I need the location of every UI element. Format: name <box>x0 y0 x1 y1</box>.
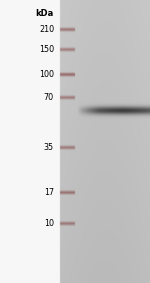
Text: 210: 210 <box>39 25 54 34</box>
Text: kDa: kDa <box>36 9 54 18</box>
Text: 70: 70 <box>44 93 54 102</box>
Text: 10: 10 <box>44 219 54 228</box>
Text: 100: 100 <box>39 70 54 80</box>
Text: 150: 150 <box>39 45 54 54</box>
Text: 35: 35 <box>44 143 54 152</box>
Text: 17: 17 <box>44 188 54 197</box>
